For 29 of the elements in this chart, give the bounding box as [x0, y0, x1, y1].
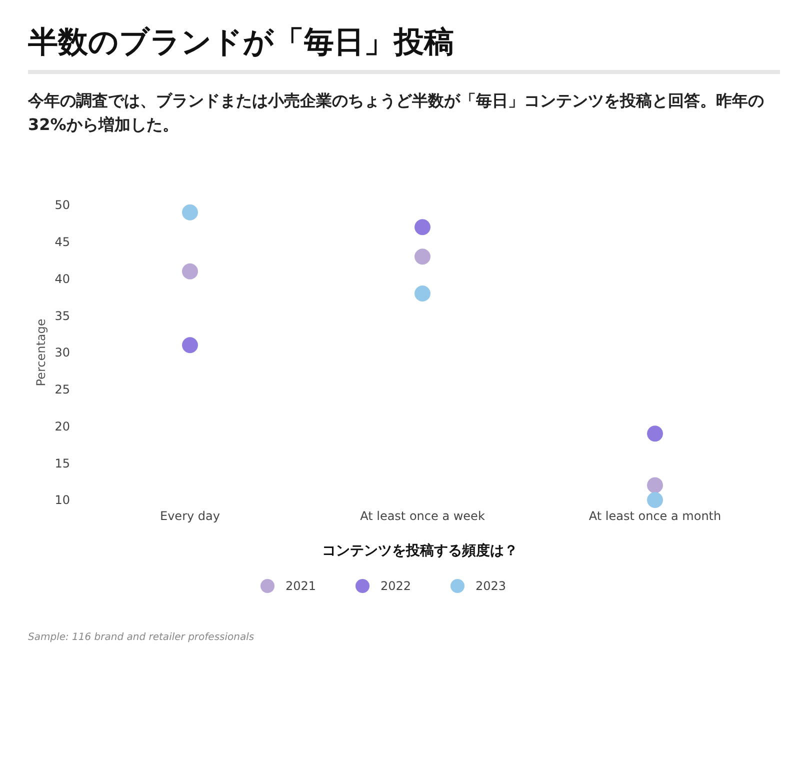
point: [182, 337, 198, 354]
x-axis-title: コンテンツを投稿する頻度は？: [322, 542, 518, 559]
y-tick-label: 50: [54, 198, 70, 212]
y-tick-label: 25: [54, 382, 70, 397]
legend-label: 2022: [380, 579, 412, 594]
point: [647, 477, 663, 494]
legend-label: 2021: [286, 579, 316, 594]
x-tick-label: At least once a week: [360, 509, 485, 523]
y-tick-label: 40: [54, 272, 70, 286]
y-tick-label: 10: [54, 493, 70, 508]
point: [414, 219, 430, 236]
x-tick-label: Every day: [160, 509, 220, 523]
x-tick-label: At least once a month: [588, 509, 722, 523]
point: [647, 426, 663, 442]
chart-subtitle: 今年の調査では、ブランドまたは小売企業のちょうど半数が「毎日」コンテンツを投稿と回答。昨年の32%から増加した。: [27, 91, 764, 134]
y-tick-label: 45: [54, 235, 70, 250]
y-tick-label: 15: [54, 456, 70, 470]
y-tick-label: 30: [54, 346, 70, 360]
point: [182, 204, 198, 220]
point: [182, 263, 198, 280]
y-tick-label: 35: [54, 308, 70, 323]
y-tick-label: 20: [54, 419, 70, 434]
point: [647, 492, 663, 508]
y-axis-title: Percentage: [34, 318, 48, 386]
point: [414, 286, 430, 302]
legend-label: 2023: [476, 579, 506, 594]
text: Sample: 116 brand and retailer professionals: [28, 632, 254, 643]
point: [414, 248, 430, 265]
chart-title: 半数のブランドが「毎日」投稿: [27, 25, 454, 60]
